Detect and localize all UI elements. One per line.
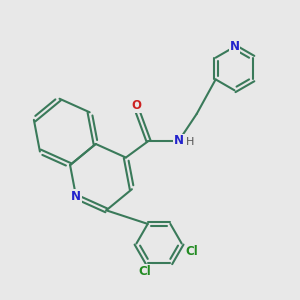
Text: H: H (186, 137, 194, 148)
Text: N: N (174, 134, 184, 148)
Text: N: N (71, 190, 81, 203)
Text: O: O (131, 99, 141, 112)
Text: N: N (230, 40, 239, 53)
Text: Cl: Cl (138, 265, 151, 278)
Text: Cl: Cl (186, 245, 199, 259)
